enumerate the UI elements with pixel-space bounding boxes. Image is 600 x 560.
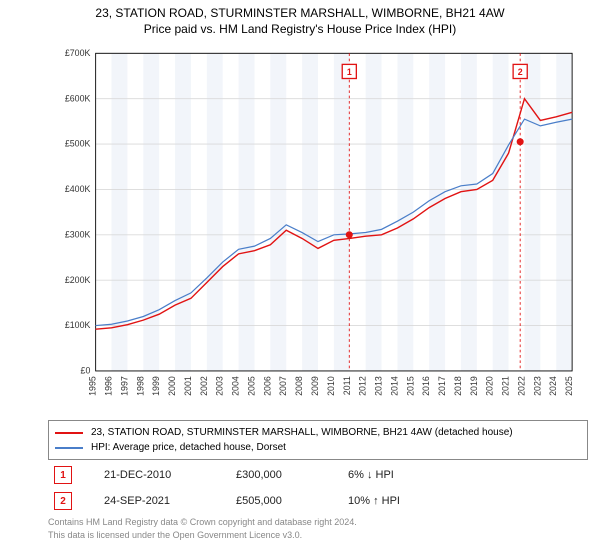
x-tick-label: 2023 [532,376,542,396]
title-line1: 23, STATION ROAD, STURMINSTER MARSHALL, … [0,6,600,20]
legend-label: HPI: Average price, detached house, Dors… [91,440,286,455]
marker-badge: 1 [54,466,72,484]
x-tick-label: 2003 [215,376,225,396]
footer-line2: This data is licensed under the Open Gov… [48,529,588,542]
x-tick-label: 2005 [246,376,256,396]
x-tick-label: 1996 [104,376,114,396]
x-tick-label: 2016 [421,376,431,396]
x-tick-label: 1995 [88,376,98,396]
marker-price: £505,000 [236,495,316,507]
x-tick-label: 2009 [310,376,320,396]
marker-dot [517,138,524,145]
x-tick-label: 2022 [516,376,526,396]
marker-delta: 10% ↑ HPI [348,495,438,507]
marker-delta: 6% ↓ HPI [348,469,438,481]
x-tick-label: 2019 [469,376,479,396]
marker-table: 1 21-DEC-2010 £300,000 6% ↓ HPI 2 24-SEP-2021… [48,462,588,514]
footer-line1: Contains HM Land Registry data © Crown c… [48,516,588,529]
x-tick-label: 2014 [389,376,399,396]
legend-item: HPI: Average price, detached house, Dors… [55,440,581,455]
marker-dot [346,231,353,238]
marker-table-row: 1 21-DEC-2010 £300,000 6% ↓ HPI [48,462,588,488]
x-tick-label: 2004 [231,376,241,396]
y-tick-label: £400K [65,184,91,194]
x-tick-label: 2000 [167,376,177,396]
marker-date: 21-DEC-2010 [104,469,204,481]
x-tick-label: 2017 [437,376,447,396]
legend-swatch [55,432,83,434]
line-chart: £0 £100K £200K £300K £400K £500K £600K £700K 199… [48,48,588,408]
y-tick-label: £0 [81,366,91,376]
x-tick-label: 1998 [135,376,145,396]
y-tick-label: £100K [65,320,91,330]
legend-item: 23, STATION ROAD, STURMINSTER MARSHALL, … [55,425,581,440]
x-tick-label: 2001 [183,376,193,396]
y-tick-label: £700K [65,48,91,58]
footer: Contains HM Land Registry data © Crown c… [48,516,588,541]
x-tick-label: 2012 [358,376,368,396]
x-tick-label: 2010 [326,376,336,396]
marker-price: £300,000 [236,469,316,481]
x-tick-label: 2018 [453,376,463,396]
x-tick-label: 1999 [151,376,161,396]
x-tick-label: 2008 [294,376,304,396]
title-line2: Price paid vs. HM Land Registry's House … [0,22,600,36]
x-tick-label: 2021 [501,376,511,396]
title-block: 23, STATION ROAD, STURMINSTER MARSHALL, … [0,0,600,36]
y-tick-label: £600K [65,93,91,103]
chart-container: 23, STATION ROAD, STURMINSTER MARSHALL, … [0,0,600,560]
marker-badge-text: 2 [518,67,523,77]
x-tick-label: 2024 [548,376,558,396]
legend-swatch [55,447,83,449]
x-tick-label: 2007 [278,376,288,396]
x-tick-label: 2013 [374,376,384,396]
x-tick-label: 2025 [564,376,574,396]
x-tick-label: 2011 [342,376,352,395]
y-tick-label: £300K [65,229,91,239]
x-tick-label: 2015 [405,376,415,396]
y-tick-label: £200K [65,275,91,285]
x-tick-label: 2020 [485,376,495,396]
x-tick-label: 1997 [119,376,129,396]
legend-label: 23, STATION ROAD, STURMINSTER MARSHALL, … [91,425,513,440]
x-tick-label: 2006 [262,376,272,396]
marker-badge: 2 [54,492,72,510]
marker-date: 24-SEP-2021 [104,495,204,507]
marker-table-row: 2 24-SEP-2021 £505,000 10% ↑ HPI [48,488,588,514]
x-tick-label: 2002 [199,376,209,396]
y-tick-label: £500K [65,139,91,149]
legend: 23, STATION ROAD, STURMINSTER MARSHALL, … [48,420,588,460]
marker-badge-text: 1 [347,67,352,77]
